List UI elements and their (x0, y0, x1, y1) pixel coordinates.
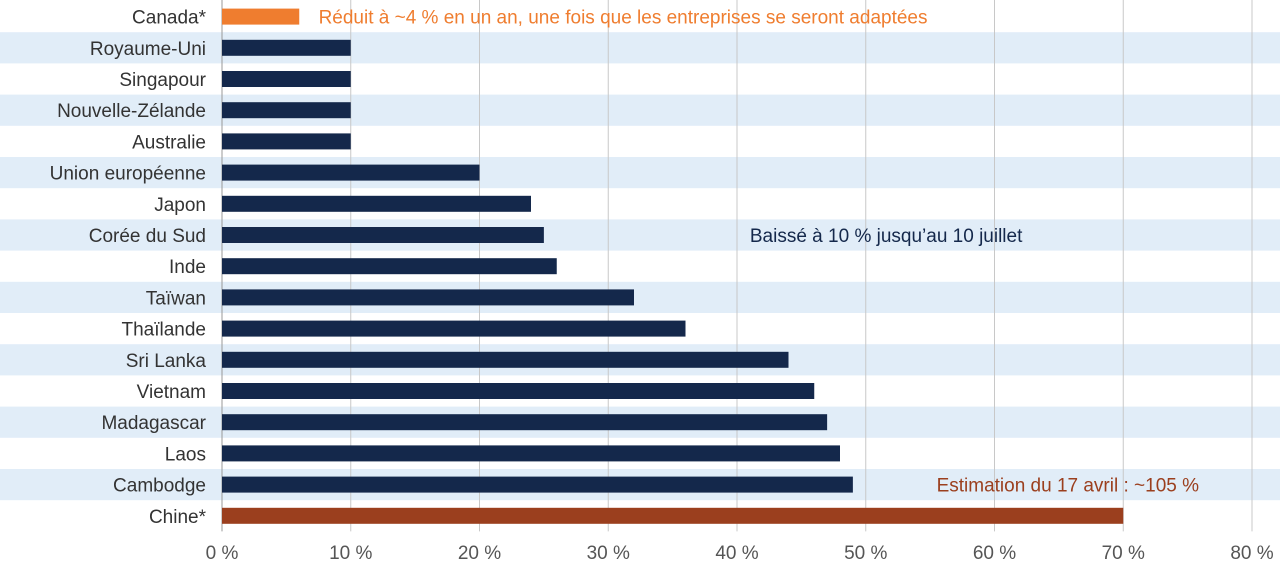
bar (222, 507, 1124, 524)
category-label: Nouvelle-Zélande (57, 101, 206, 122)
category-label: Vietnam (137, 382, 206, 403)
bar (222, 164, 480, 181)
x-tick-label: 10 % (329, 543, 372, 564)
row-band (0, 219, 1280, 251)
x-tick-label: 60 % (973, 543, 1016, 564)
category-label: Cambodge (113, 476, 206, 497)
row-band (0, 94, 1280, 126)
category-label: Inde (169, 257, 206, 278)
x-axis-ticks: 0 % 10 % 20 % 30 % 40 % 50 % 60 % 70 % 80 % (206, 543, 1274, 564)
x-tick-label: 20 % (458, 543, 501, 564)
bar (222, 8, 300, 25)
bars (222, 8, 1124, 524)
x-tick-label: 30 % (587, 543, 630, 564)
row-band (0, 32, 1280, 64)
annotations: Réduit à ~4 % en un an, une fois que les… (319, 8, 1200, 497)
bar (222, 39, 351, 56)
category-label: Thaïlande (121, 320, 206, 341)
bar (222, 445, 840, 462)
row-band (0, 157, 1280, 189)
row-band (0, 281, 1280, 313)
category-label: Chine* (149, 507, 207, 528)
category-label: Sri Lanka (126, 351, 207, 372)
bar (222, 476, 853, 493)
bar (222, 133, 351, 150)
bar (222, 320, 686, 337)
category-label: Laos (165, 444, 206, 465)
x-tick-label: 40 % (715, 543, 758, 564)
bar (222, 195, 531, 212)
category-label: Taïwan (146, 288, 206, 309)
category-label: Canada* (132, 8, 207, 29)
bar (222, 289, 634, 306)
bar (222, 227, 544, 243)
row-bands (0, 32, 1280, 501)
bar (222, 71, 351, 87)
annotation-label: Réduit à ~4 % en un an, une fois que les… (319, 8, 928, 29)
x-tick-label: 0 % (206, 543, 239, 564)
bar (222, 102, 351, 119)
bar (222, 258, 557, 275)
category-label: Japon (154, 195, 206, 216)
annotation-label: Estimation du 17 avril : ~105 % (937, 476, 1200, 497)
category-label: Madagascar (101, 413, 206, 434)
x-tick-label: 80 % (1230, 543, 1273, 564)
bar (222, 383, 815, 399)
bar (222, 414, 828, 431)
category-label: Singapour (119, 70, 206, 91)
x-tick-label: 50 % (844, 543, 887, 564)
bar (222, 351, 789, 368)
category-labels: Canada* Royaume-Uni Singapour Nouvelle-Zéla… (50, 8, 207, 528)
x-tick-label: 70 % (1102, 543, 1145, 564)
category-label: Royaume-Uni (90, 39, 206, 60)
category-label: Union européenne (50, 164, 206, 185)
annotation-label: Baissé à 10 % jusqu’au 10 juillet (750, 226, 1023, 247)
category-label: Corée du Sud (89, 226, 206, 247)
category-label: Australie (132, 132, 206, 153)
